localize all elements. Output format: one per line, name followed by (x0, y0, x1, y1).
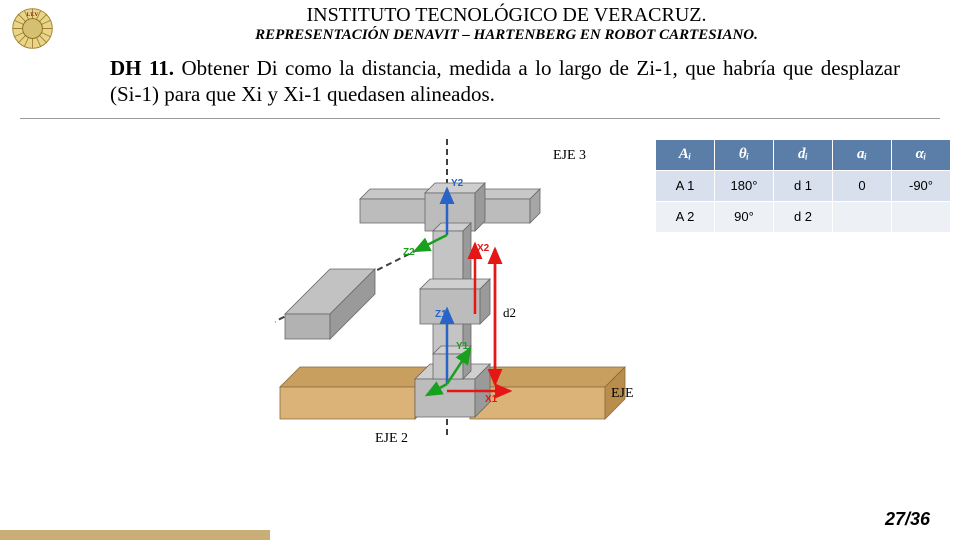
th-d: dᵢ (774, 139, 833, 170)
label-z1: Z1 (435, 309, 447, 320)
label-eje1: EJE 1 (611, 386, 635, 401)
th-theta: θᵢ (715, 139, 774, 170)
footer-accent-bar (0, 530, 270, 540)
step-text: Obtener Di como la distancia, medida a l… (110, 56, 900, 106)
subtitle: REPRESENTACIÓN DENAVIT – HARTENBERG EN R… (63, 27, 950, 44)
label-d2: d2 (503, 305, 516, 320)
label-eje2: EJE 2 (375, 431, 408, 446)
label-y2: Y2 (451, 178, 464, 189)
institution-title: INSTITUTO TECNOLÓGICO DE VERACRUZ. (63, 4, 950, 27)
th-A: Aᵢ (656, 139, 715, 170)
th-alpha: αᵢ (892, 139, 951, 170)
step-label: DH 11. (110, 56, 174, 80)
page-number: 27/36 (885, 509, 930, 530)
svg-text:I.T.V: I.T.V (27, 12, 39, 18)
dh-table: Aᵢ θᵢ dᵢ aᵢ αᵢ A 1 180° d 1 0 -90° A 2 9… (655, 139, 951, 233)
divider (20, 118, 940, 119)
institution-logo: I.T.V (10, 6, 55, 51)
th-a: aᵢ (833, 139, 892, 170)
label-y1: Y1 (456, 341, 469, 352)
label-x1: X1 (485, 394, 498, 405)
label-z2: Z2 (403, 247, 415, 258)
step-paragraph: DH 11. Obtener Di como la distancia, med… (110, 55, 900, 108)
table-row: A 2 90° d 2 (656, 201, 951, 232)
content-area: Y2 Z2 X2 Z1 Y1 X1 d2 EJE 3 EJE 1 EJE 2 A… (0, 129, 960, 469)
table-header-row: Aᵢ θᵢ dᵢ aᵢ αᵢ (656, 139, 951, 170)
table-row: A 1 180° d 1 0 -90° (656, 170, 951, 201)
header: I.T.V INSTITUTO TECNOLÓGICO DE VERACRUZ.… (0, 0, 960, 51)
robot-diagram: Y2 Z2 X2 Z1 Y1 X1 d2 EJE 3 EJE 1 EJE 2 (275, 139, 555, 439)
label-eje3: EJE 3 (553, 148, 586, 163)
label-x2: X2 (477, 243, 490, 254)
